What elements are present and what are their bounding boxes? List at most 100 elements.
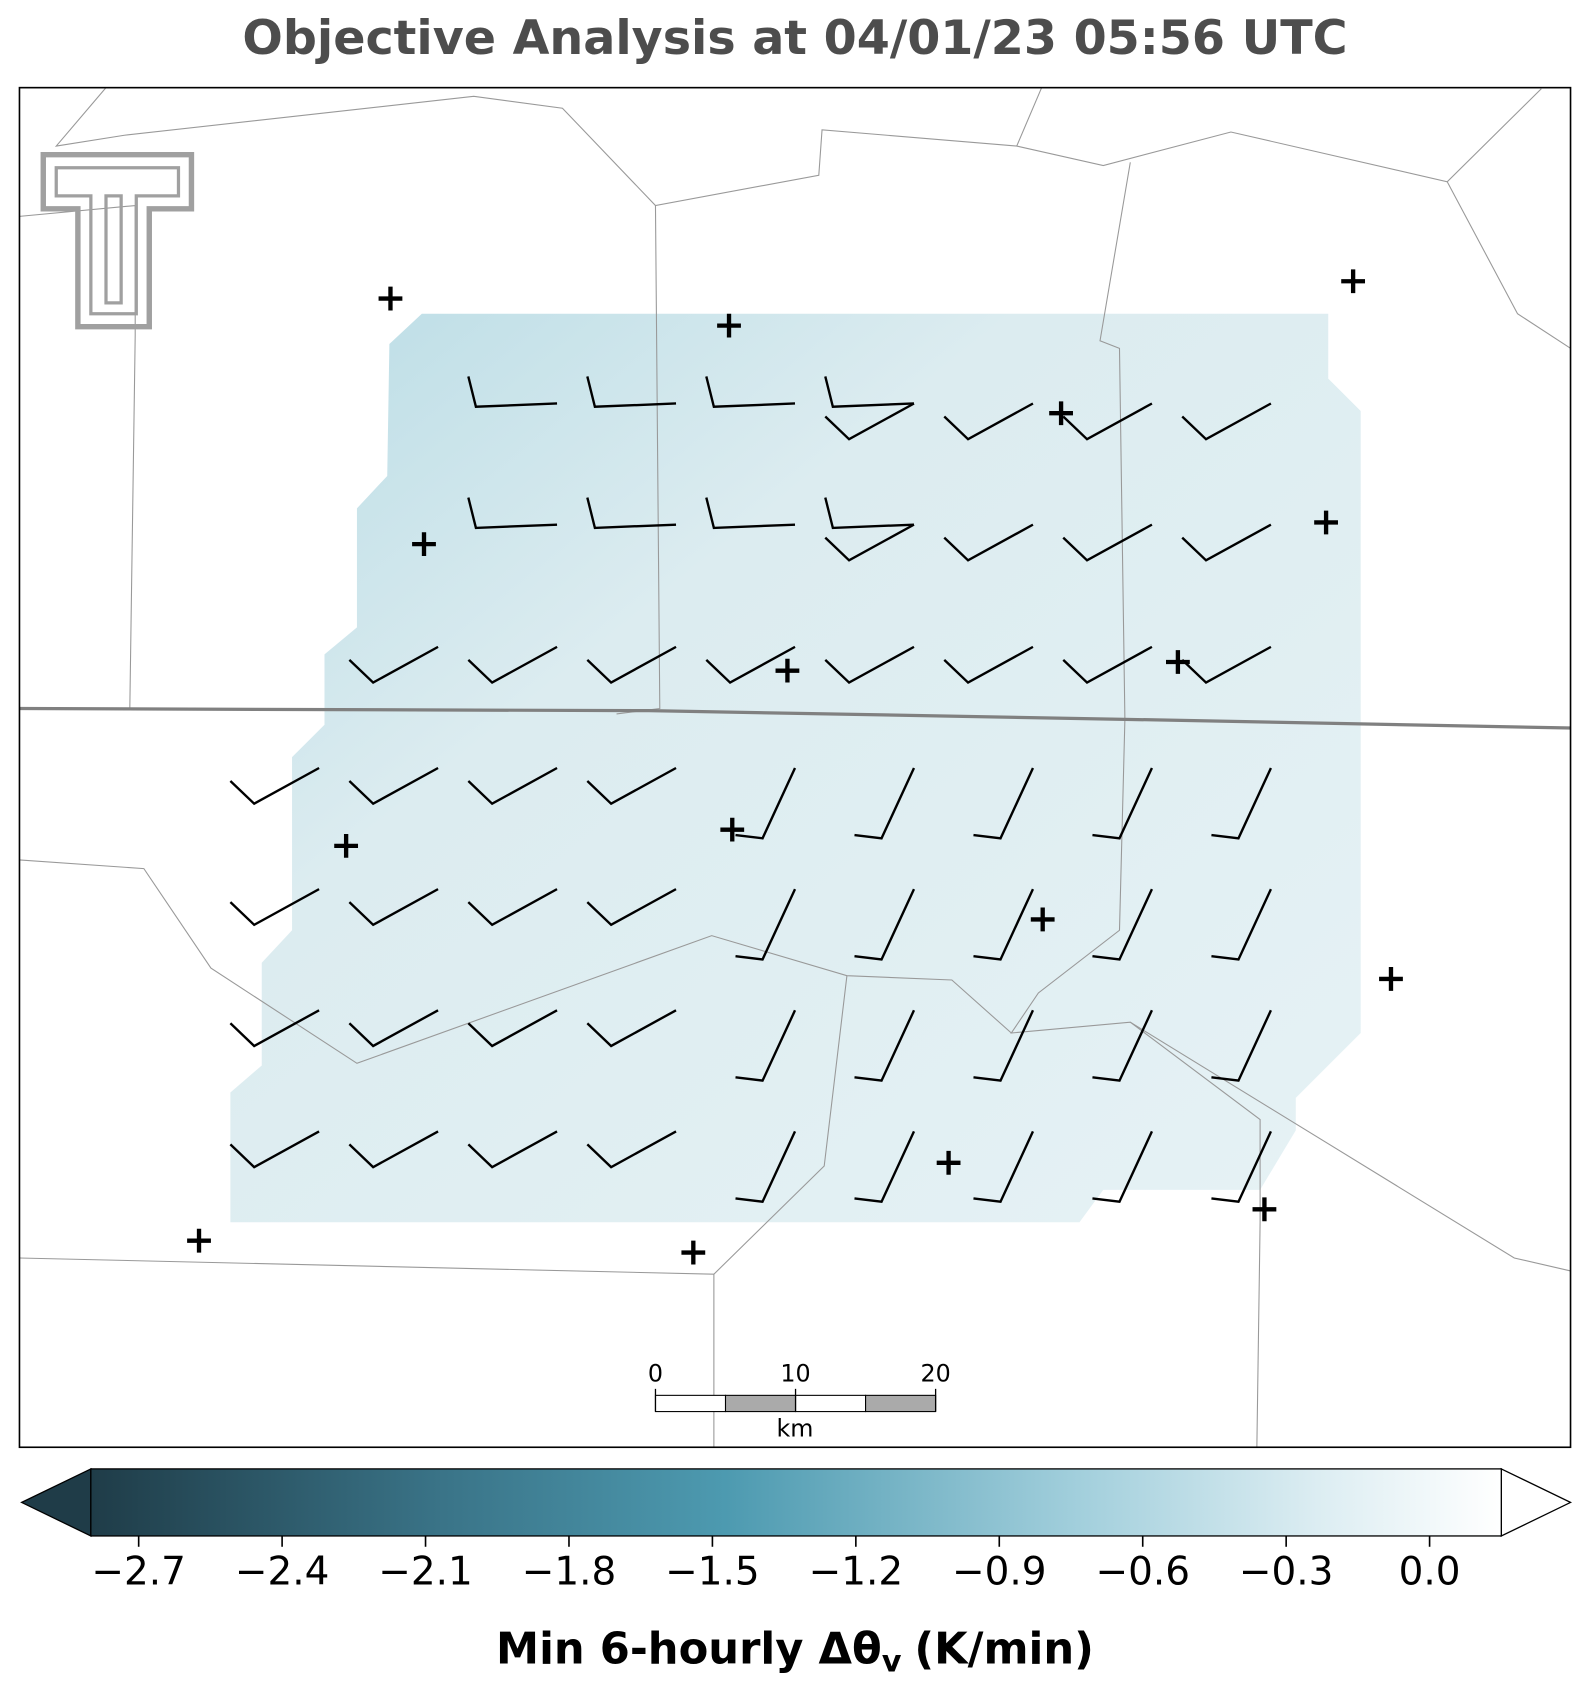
wind-barb <box>467 645 558 685</box>
station-marker <box>936 1150 961 1175</box>
station-marker <box>717 313 741 338</box>
station-marker <box>1030 907 1055 932</box>
station-marker <box>412 532 436 556</box>
station-marker <box>1166 650 1190 674</box>
wind-barb <box>467 766 558 806</box>
colorbar-tick-label: −2.1 <box>378 1549 473 1594</box>
wind-barb <box>229 888 320 927</box>
wind-barb <box>943 645 1034 685</box>
scale-segment <box>724 1394 797 1413</box>
wind-barb <box>943 402 1034 441</box>
colorbar-label: Min 6-hourly Δθv (K/min) <box>496 1624 1094 1679</box>
station-marker <box>1379 967 1403 991</box>
scale-segment <box>865 1394 937 1413</box>
colorbar-tick-label: −0.6 <box>1095 1549 1190 1594</box>
colorbar-tick-label: −0.9 <box>952 1549 1047 1594</box>
wind-barb <box>824 523 915 562</box>
wind-barb <box>586 376 677 408</box>
station-marker <box>775 658 800 683</box>
scale-tick-label: 0 <box>648 1359 663 1387</box>
wind-barb <box>1211 767 1272 840</box>
colorbar-tick-label: −1.5 <box>665 1549 760 1594</box>
wind-barb <box>1092 1009 1154 1082</box>
wind-barb <box>705 497 796 530</box>
label-suffix: (K/min) <box>914 1624 1094 1674</box>
scale-segment <box>795 1394 867 1413</box>
wind-barb <box>1211 888 1272 961</box>
scale-bar: 0 10 20 km <box>648 1359 951 1442</box>
map-frame <box>18 86 1572 1449</box>
stations <box>187 269 1403 1265</box>
wind-barb <box>586 645 677 685</box>
colorbar-extend-low <box>20 1467 92 1537</box>
wind-barb <box>854 1009 916 1082</box>
state-line <box>19 706 1571 730</box>
wind-barb <box>735 888 797 961</box>
wind-barb <box>467 1009 558 1048</box>
wind-barb <box>735 767 797 840</box>
wind-barb <box>1092 767 1154 840</box>
station-marker <box>1252 1197 1277 1222</box>
label-text: Min 6-hourly Δθ <box>496 1624 882 1674</box>
station-marker <box>1341 269 1366 294</box>
wind-barb <box>854 1130 916 1204</box>
colorbar-tick-label: −1.8 <box>522 1549 617 1594</box>
wind-barb <box>824 376 915 408</box>
wind-barb <box>348 1009 439 1048</box>
logo <box>40 152 195 330</box>
wind-barb <box>705 376 796 408</box>
chart-title: Objective Analysis at 04/01/23 05:56 UTC <box>242 11 1347 66</box>
analysis-field <box>230 313 1361 1223</box>
wind-barb <box>348 645 439 685</box>
map: 0 10 20 km <box>18 86 1572 1449</box>
wind-barb <box>348 766 439 806</box>
wind-barb <box>824 402 915 441</box>
wind-barb <box>1062 523 1153 562</box>
wind-barb <box>229 766 320 806</box>
colorbar: Min 6-hourly Δθv (K/min) −2.7 −2.4 −2.1 −1.8… <box>20 1467 1573 1679</box>
label-subscript: v <box>882 1644 902 1679</box>
wind-barb <box>586 766 677 806</box>
scale-tick-label: 10 <box>780 1359 810 1387</box>
wind-barb <box>824 497 915 530</box>
station-marker <box>1314 510 1338 535</box>
station-marker <box>187 1228 211 1253</box>
wind-barb <box>973 767 1035 840</box>
wind-barb <box>467 1130 558 1169</box>
wind-barb <box>467 888 558 927</box>
station-marker <box>334 833 359 858</box>
wind-barb <box>1062 645 1153 685</box>
wind-barb <box>1181 645 1272 685</box>
scale-unit: km <box>777 1414 814 1442</box>
wind-barb <box>467 376 558 408</box>
wind-barb <box>1211 1009 1272 1082</box>
colorbar-tick-label: −2.7 <box>91 1549 186 1594</box>
colorbar-tick-label: −1.2 <box>809 1549 904 1594</box>
wind-barb <box>1181 523 1272 562</box>
station-marker <box>720 817 745 842</box>
station-marker <box>1049 401 1073 426</box>
wind-barb <box>1062 402 1153 441</box>
wind-barb <box>586 1130 677 1169</box>
colorbar-extend-high <box>1500 1467 1573 1537</box>
wind-barb <box>943 523 1034 562</box>
colorbar-tick-label: 0.0 <box>1399 1549 1461 1594</box>
wind-barb <box>705 645 796 685</box>
wind-barb <box>1211 1130 1272 1204</box>
colorbar-tick-label: −0.3 <box>1239 1549 1334 1594</box>
station-marker <box>378 286 403 311</box>
wind-barb <box>854 767 916 840</box>
wind-barb <box>586 497 677 530</box>
colorbar-body <box>90 1468 1502 1537</box>
wind-barbs <box>229 376 1272 1204</box>
wind-barb <box>229 1009 320 1048</box>
station-marker <box>681 1240 706 1265</box>
wind-barb <box>854 888 916 961</box>
wind-barb <box>348 1130 439 1169</box>
wind-barb <box>735 1009 797 1082</box>
wind-barb <box>586 1009 677 1048</box>
wind-barb <box>973 1009 1035 1082</box>
wind-barb <box>735 1130 797 1204</box>
